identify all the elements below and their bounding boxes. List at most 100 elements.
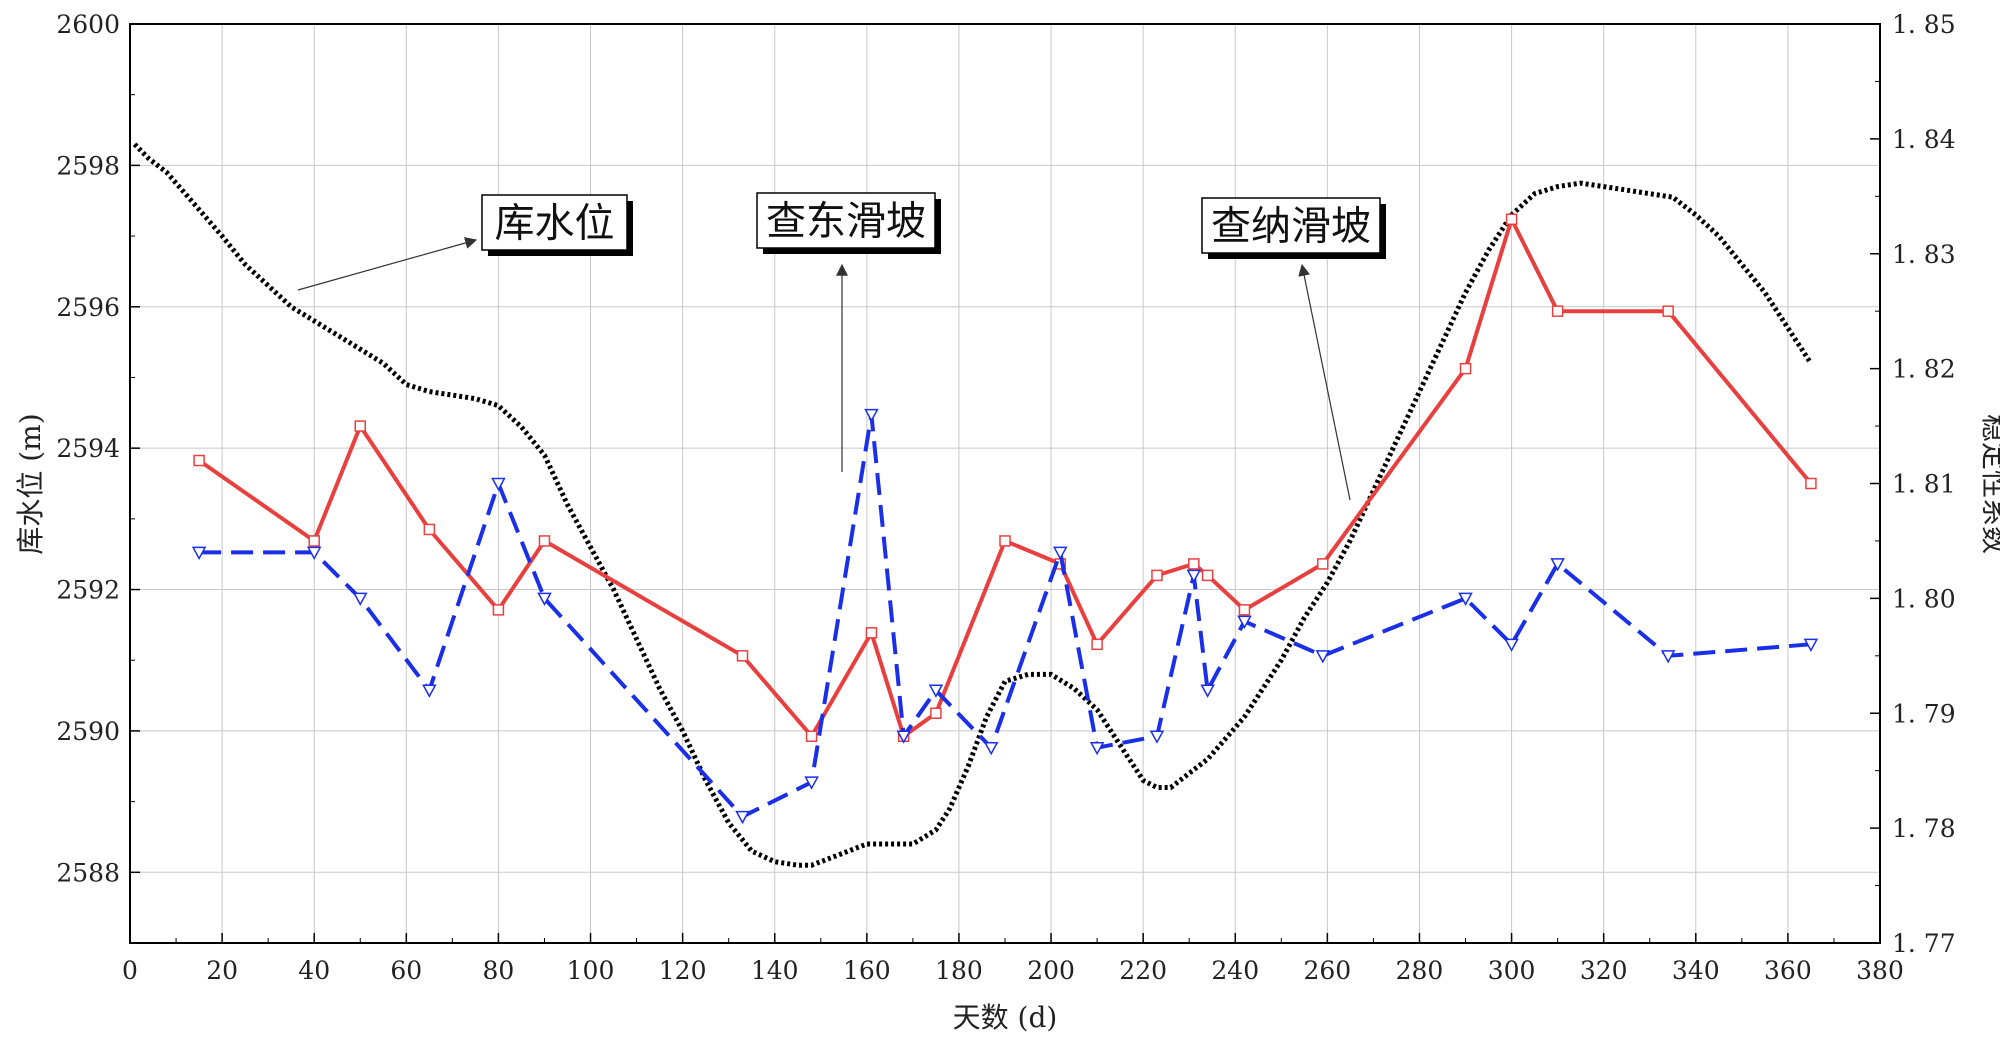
callout-label: 查纳滑坡 [1211,204,1371,250]
x-tick-label: 300 [1488,956,1536,985]
triangle-marker [191,546,207,560]
x-tick-label: 320 [1580,956,1628,985]
square-marker [1151,569,1163,582]
triangle-marker [1186,569,1202,583]
triangle-marker [1149,730,1165,744]
callout-chadong: 查东滑坡 [756,192,941,472]
triangle-marker [1504,638,1519,652]
triangle-marker [983,741,999,756]
triangle-marker [864,408,879,423]
triangle-marker [1200,684,1215,698]
annotations: 库水位 查东滑坡 查纳滑坡 [297,192,1386,501]
y-left-tick-label: 2598 [56,151,120,180]
y-right-tick-label: 1. 84 [1892,125,1956,154]
triangle-marker [1089,741,1105,756]
square-marker [1238,604,1251,616]
x-axis-title: 天数 (d) [953,1001,1058,1034]
x-tick-label: 180 [935,956,983,985]
square-marker [1805,477,1817,490]
y-right-tick-label: 1. 77 [1892,929,1956,958]
zhana-landslide-line [197,217,1813,739]
x-tick-label: 240 [1211,956,1259,985]
square-marker [1317,558,1329,570]
x-tick-label: 40 [298,956,330,985]
plot-frame [129,23,1881,944]
y-right-tick-label: 1. 81 [1892,470,1956,499]
callout-zhana: 查纳滑坡 [1201,197,1386,501]
triangle-marker [1052,546,1068,560]
y-left-tick-label: 2596 [56,293,120,322]
square-marker [308,535,320,547]
square-marker [1188,558,1200,570]
y-left-tick-label: 2588 [56,858,120,887]
triangle-marker [735,810,750,825]
y-left-tick-label: 2590 [56,717,120,746]
y-right-tick-label: 1. 83 [1892,240,1956,269]
axes [129,23,1881,944]
triangle-marker [1458,592,1473,606]
x-tick-label: 80 [483,956,515,985]
triangle-marker [1803,638,1819,652]
y-right-tick-label: 1. 78 [1892,814,1956,843]
square-marker [930,707,942,719]
callout-water-level: 库水位 [297,194,633,291]
square-marker [423,523,436,536]
series-layer [132,142,1819,868]
x-tick-label: 20 [206,956,238,985]
y-right-tick-label: 1. 79 [1892,699,1956,728]
callout-box [481,194,628,251]
x-tick-label: 340 [1672,956,1720,985]
callout-label: 库水位 [495,201,615,247]
triangle-marker [352,592,368,606]
callout-label: 查东滑坡 [766,199,926,245]
x-tick-label: 200 [1027,956,1075,985]
series-查纳滑坡 [193,213,1817,742]
square-marker [354,420,367,432]
x-tick-label: 280 [1396,956,1444,985]
triangle-marker [1550,558,1565,572]
triangle-marker [804,776,819,790]
x-tick-label: 260 [1304,956,1352,985]
y-axis-left-title: 库水位 (m) [14,413,47,554]
triangle-marker [928,684,944,698]
square-marker [193,454,205,467]
x-tick-label: 100 [567,956,615,985]
square-marker [1201,569,1214,582]
y-axis-right-title: 稳定性系数 [1978,414,2000,554]
square-marker [999,535,1011,547]
callout-box [1201,197,1381,254]
x-tick-label: 160 [843,956,891,985]
square-marker [805,730,818,742]
square-marker [1662,305,1674,317]
water-level-line [132,142,1813,868]
x-tick-label: 0 [122,956,138,985]
tick-labels: 0 20 40 60 80 100 120 140 160 180 200 220 240 260 280 3… [56,10,1955,985]
triangle-marker [1660,650,1676,664]
chadong-landslide-line [199,412,1812,819]
y-left-tick-label: 2592 [56,576,120,605]
triangle-marker [1237,615,1252,629]
square-marker [538,535,551,547]
triangle-marker [422,684,437,698]
triangle-marker [1315,650,1331,664]
x-tick-label: 360 [1764,956,1812,985]
y-right-tick-label: 1. 82 [1892,355,1956,384]
callout-box [756,192,936,249]
square-marker [1091,638,1103,651]
triangle-marker [491,477,506,492]
triangle-marker [306,546,322,560]
x-tick-label: 60 [390,956,422,985]
series-库水位 [132,142,1813,868]
x-tick-label: 120 [659,956,707,985]
square-marker [1505,213,1518,226]
x-tick-label: 140 [751,956,799,985]
triangle-marker [896,730,911,744]
square-marker [1459,362,1472,375]
callout-arrow [1298,263,1351,501]
y-left-tick-label: 2600 [56,10,120,39]
x-tick-label: 380 [1856,956,1904,985]
square-marker [492,604,505,616]
x-tick-label: 220 [1119,956,1167,985]
grid [129,23,1881,944]
